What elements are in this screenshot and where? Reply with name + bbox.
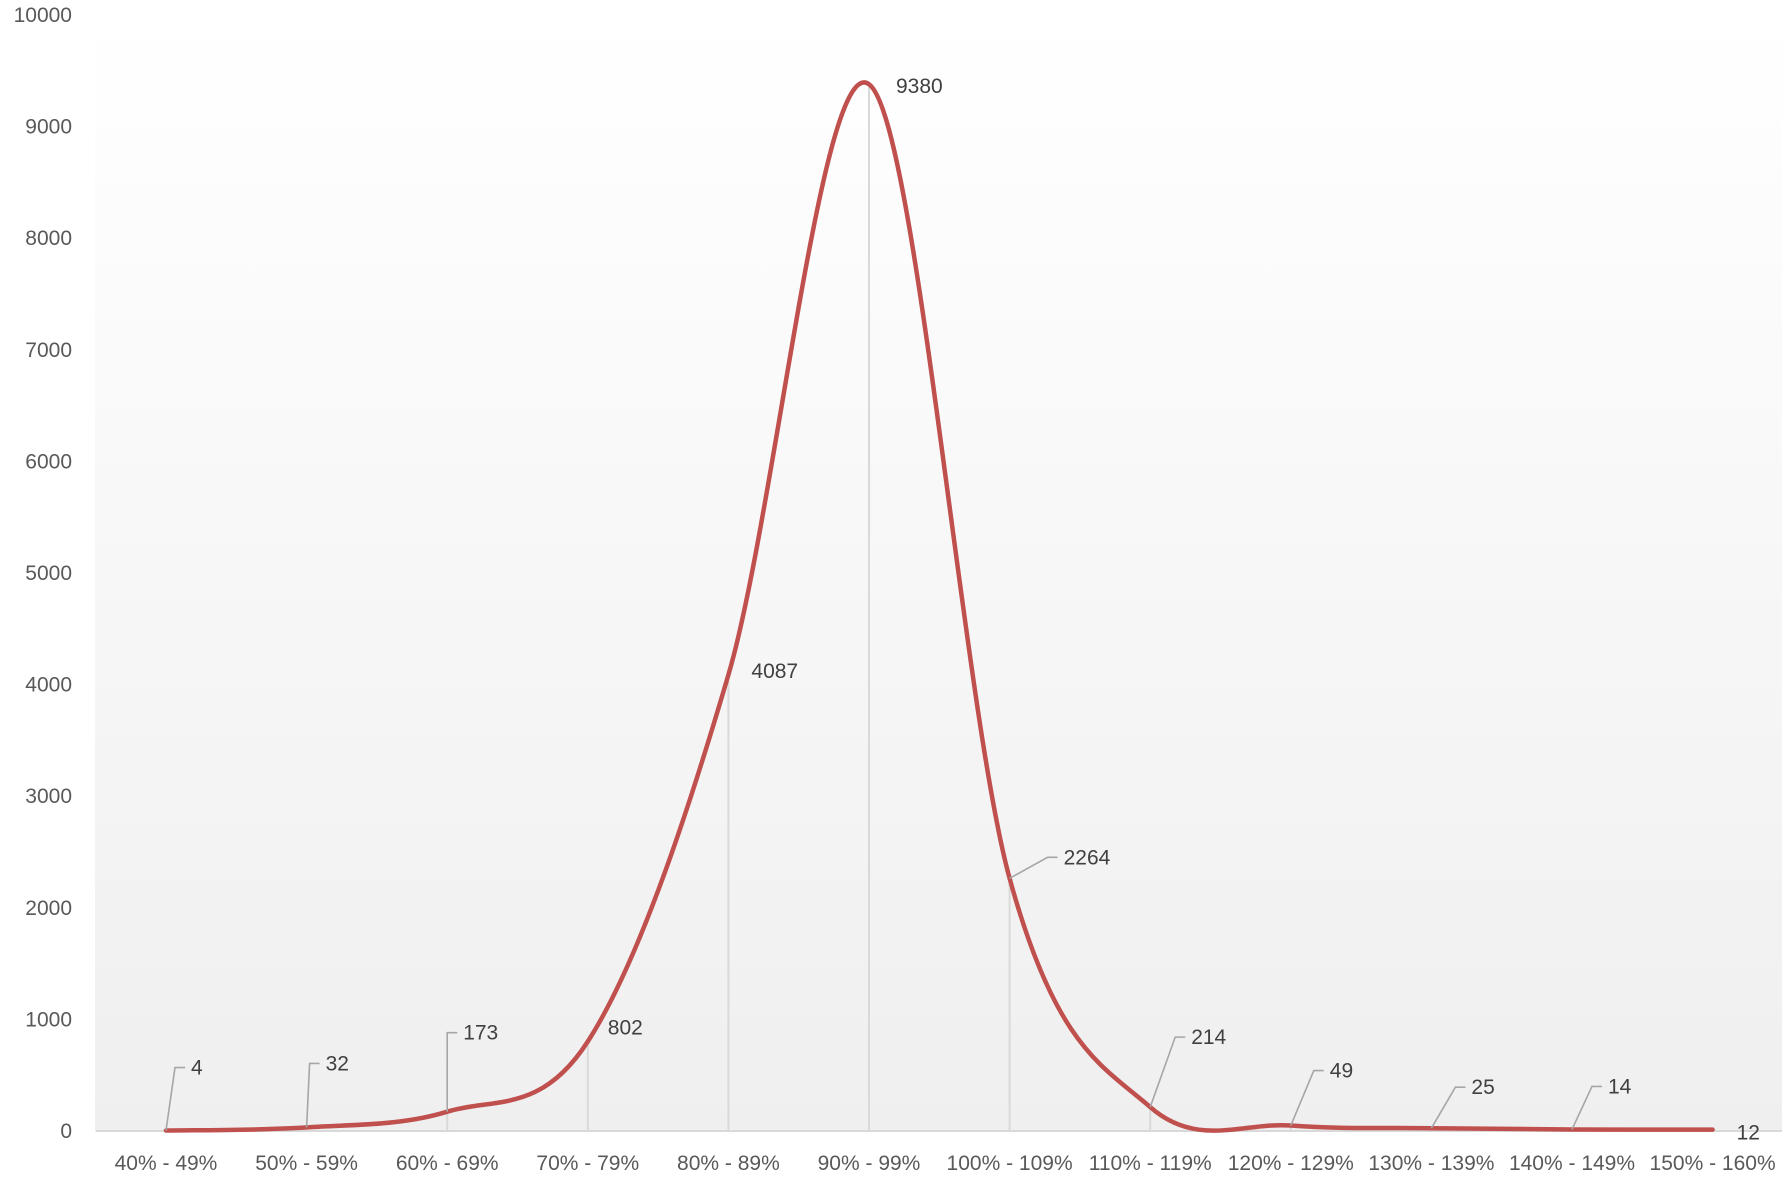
leader-line [446, 1031, 458, 1112]
y-tick-label: 5000 [25, 562, 72, 585]
x-tick-label: 130% - 139% [1368, 1152, 1494, 1175]
drop-lines [165, 84, 1714, 1131]
data-label: 4087 [751, 660, 798, 683]
y-axis: 0 1000 2000 3000 4000 5000 6000 7000 8000 9000 100… [14, 4, 72, 1143]
y-tick-label: 4000 [25, 674, 72, 697]
x-tick-label: 40% - 49% [115, 1152, 218, 1175]
x-tick-label: 90% - 99% [818, 1152, 921, 1175]
leader-line [1571, 1085, 1602, 1130]
x-tick-label: 120% - 129% [1228, 1152, 1354, 1175]
x-tick-label: 80% - 89% [677, 1152, 780, 1175]
x-tick-label: 50% - 59% [255, 1152, 358, 1175]
leader-line [1290, 1069, 1324, 1126]
leader-line [165, 1066, 185, 1131]
x-tick-label: 110% - 119% [1089, 1152, 1212, 1175]
data-label: 49 [1330, 1060, 1353, 1083]
leader-line [1430, 1086, 1466, 1129]
y-tick-label: 9000 [25, 116, 72, 139]
data-label: 4 [191, 1057, 203, 1080]
leader-line [1009, 856, 1058, 880]
y-tick-label: 7000 [25, 339, 72, 362]
data-labels: 4 32 173 802 4087 9380 2264 214 49 25 14 12 [191, 75, 1760, 1144]
data-label: 173 [463, 1022, 498, 1045]
y-tick-label: 3000 [25, 785, 72, 808]
y-tick-label: 0 [60, 1120, 72, 1143]
x-tick-label: 100% - 109% [947, 1152, 1073, 1175]
leader-lines [165, 856, 1602, 1131]
x-tick-label: 60% - 69% [396, 1152, 499, 1175]
y-tick-label: 8000 [25, 227, 72, 250]
y-tick-label: 2000 [25, 897, 72, 920]
leader-line [1149, 1036, 1186, 1108]
leader-line [305, 1062, 320, 1128]
data-label: 14 [1608, 1075, 1632, 1098]
x-axis: 40% - 49% 50% - 59% 60% - 69% 70% - 79% 80% … [115, 1152, 1776, 1175]
plot-area [95, 15, 1782, 1132]
data-label: 802 [608, 1016, 643, 1039]
y-tick-label: 1000 [25, 1008, 72, 1031]
series-line [163, 80, 1715, 1133]
x-tick-label: 150% - 160% [1650, 1152, 1776, 1175]
y-tick-label: 6000 [25, 450, 72, 473]
data-label: 32 [326, 1052, 349, 1075]
data-label: 2264 [1064, 846, 1111, 869]
data-label: 214 [1191, 1026, 1226, 1049]
data-label: 9380 [896, 75, 943, 98]
data-label: 25 [1471, 1076, 1494, 1099]
data-label: 12 [1737, 1122, 1760, 1145]
y-tick-label: 10000 [14, 4, 72, 27]
x-tick-label: 140% - 149% [1509, 1152, 1635, 1175]
x-tick-label: 70% - 79% [536, 1152, 639, 1175]
